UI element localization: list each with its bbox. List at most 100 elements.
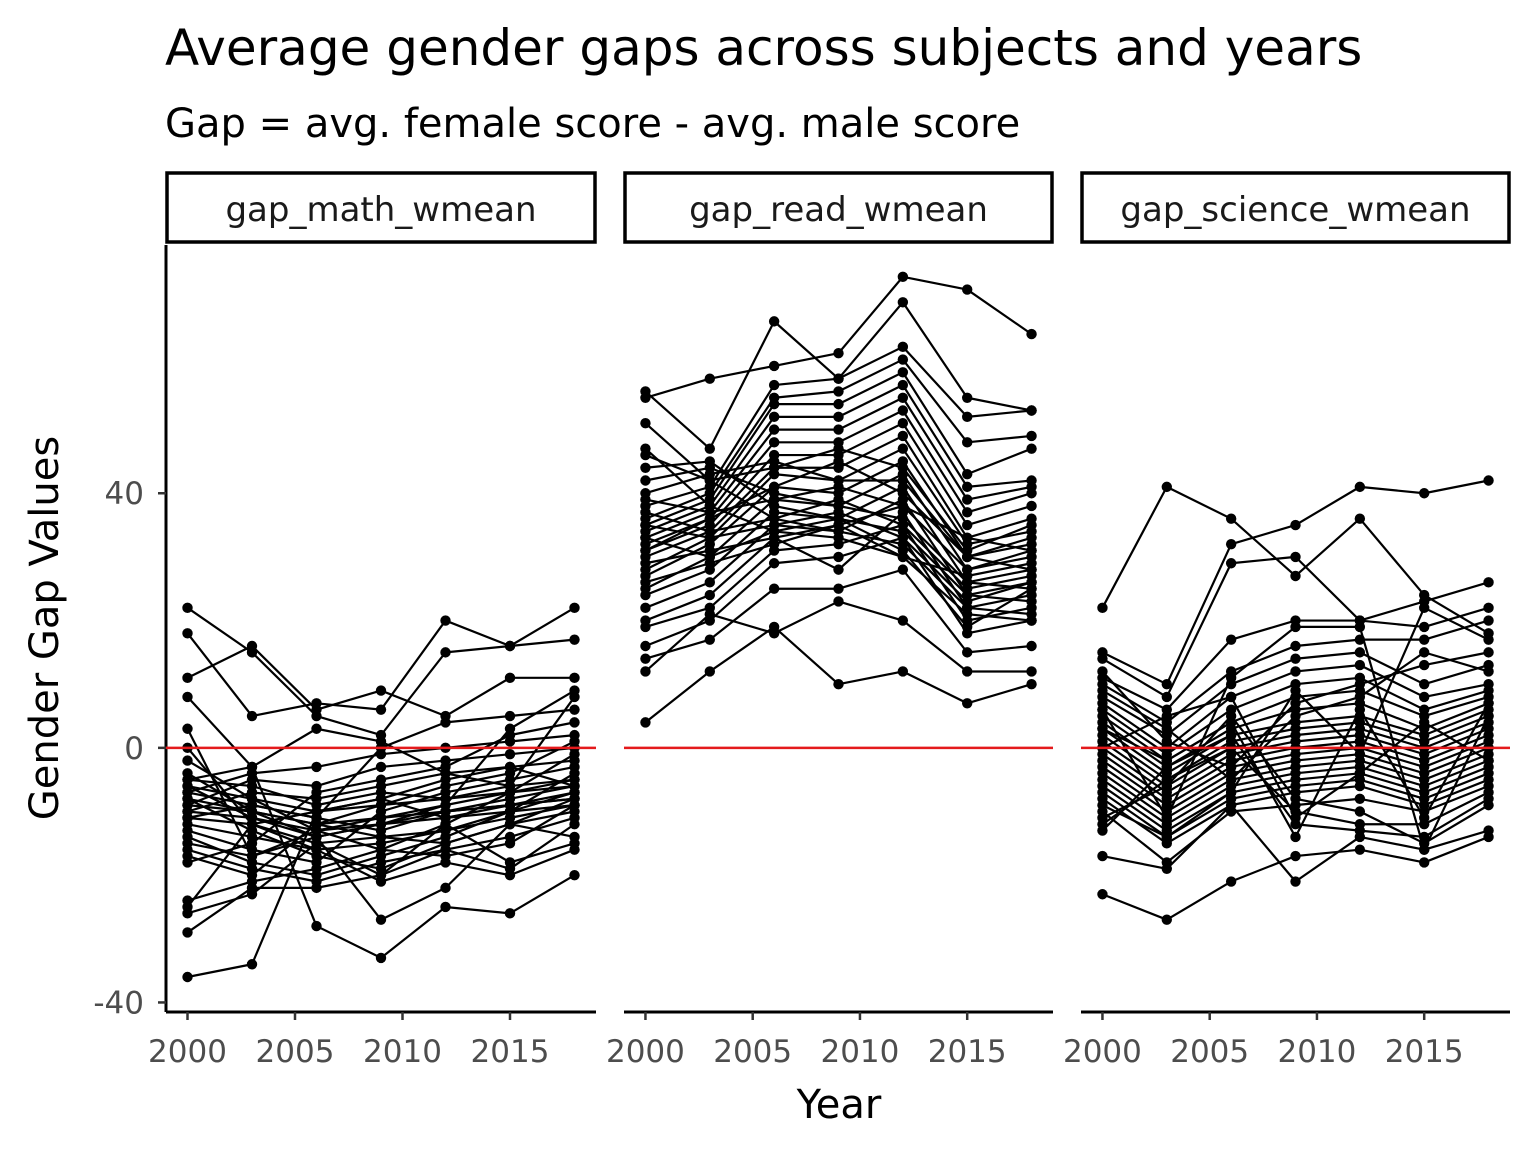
data-point (504, 749, 516, 760)
data-point (704, 443, 715, 454)
data-point (897, 297, 909, 308)
data-point (569, 717, 580, 728)
data-point (569, 736, 580, 747)
data-point (897, 418, 909, 429)
data-point (833, 583, 844, 594)
data-point (504, 640, 516, 652)
data-point (1290, 685, 1301, 696)
data-point (440, 780, 451, 792)
data-point (833, 456, 844, 467)
x-tick-label: 2010 (363, 1034, 442, 1070)
data-point (182, 672, 193, 684)
data-point (1097, 889, 1108, 900)
data-point (182, 691, 193, 703)
data-point (1026, 443, 1037, 454)
data-point (833, 678, 844, 690)
data-point (375, 736, 387, 747)
data-point (440, 901, 451, 913)
series-line (644, 600, 1032, 673)
data-point (182, 602, 193, 614)
data-point (704, 507, 715, 518)
data-point (504, 908, 516, 919)
data-point (768, 392, 780, 403)
data-point (1483, 710, 1494, 722)
data-point (897, 379, 909, 391)
data-point (833, 551, 844, 563)
data-point (1026, 430, 1037, 442)
data-point (768, 526, 780, 537)
data-point (440, 844, 451, 855)
data-point (504, 787, 516, 798)
data-point (1161, 710, 1173, 722)
data-point (1161, 857, 1173, 868)
data-point (182, 806, 193, 817)
data-point (962, 698, 973, 709)
data-point (1097, 850, 1108, 862)
data-point (640, 494, 651, 505)
data-point (897, 430, 909, 442)
data-point (833, 386, 844, 397)
data-point (768, 379, 780, 391)
data-point (962, 666, 973, 677)
y-axis-title: Gender Gap Values (22, 436, 68, 820)
data-point (1097, 704, 1108, 715)
data-point (504, 869, 516, 881)
data-point (1354, 780, 1366, 792)
data-point (1354, 844, 1366, 855)
data-point (1483, 615, 1494, 626)
data-point (182, 971, 193, 983)
data-point (640, 666, 651, 677)
data-point (569, 831, 580, 843)
data-point (704, 602, 715, 614)
data-point (1419, 602, 1430, 614)
data-point (768, 494, 780, 505)
data-point (1225, 691, 1237, 703)
series-line (186, 619, 575, 718)
data-point (440, 768, 451, 779)
data-point (962, 437, 973, 448)
data-point (1225, 806, 1237, 817)
data-point (1483, 825, 1494, 836)
data-point (897, 392, 909, 403)
data-point (1161, 678, 1173, 690)
data-point (704, 666, 715, 677)
data-point (640, 475, 651, 486)
data-point (768, 437, 780, 448)
data-point (768, 462, 780, 473)
data-point (962, 583, 973, 594)
data-point (1225, 717, 1237, 728)
data-point (569, 602, 580, 614)
data-point (833, 443, 844, 454)
y-tick-label: -40 (93, 985, 144, 1021)
data-point (897, 564, 909, 575)
data-point (1290, 666, 1301, 677)
data-point (569, 844, 580, 855)
data-point (833, 481, 844, 493)
data-point (768, 360, 780, 372)
data-point (1026, 405, 1037, 416)
data-point (962, 647, 973, 658)
data-point (311, 806, 322, 817)
data-point (1419, 691, 1430, 703)
data-point (1354, 659, 1366, 671)
data-point (375, 831, 387, 843)
data-point (1026, 596, 1037, 607)
y-tick-label: 40 (105, 476, 144, 512)
data-point (640, 615, 651, 626)
data-point (897, 532, 909, 543)
data-point (897, 519, 909, 531)
data-point (1354, 678, 1366, 690)
data-point (640, 532, 651, 543)
data-point (569, 685, 580, 696)
data-point (962, 494, 973, 505)
data-point (1097, 602, 1108, 614)
data-point (1225, 513, 1237, 524)
data-point (569, 634, 580, 645)
data-point (1225, 774, 1237, 785)
data-point (246, 640, 258, 652)
data-point (1097, 685, 1108, 696)
data-point (1419, 659, 1430, 671)
facet-strip-label: gap_math_wmean (225, 190, 536, 230)
data-point (962, 411, 973, 423)
